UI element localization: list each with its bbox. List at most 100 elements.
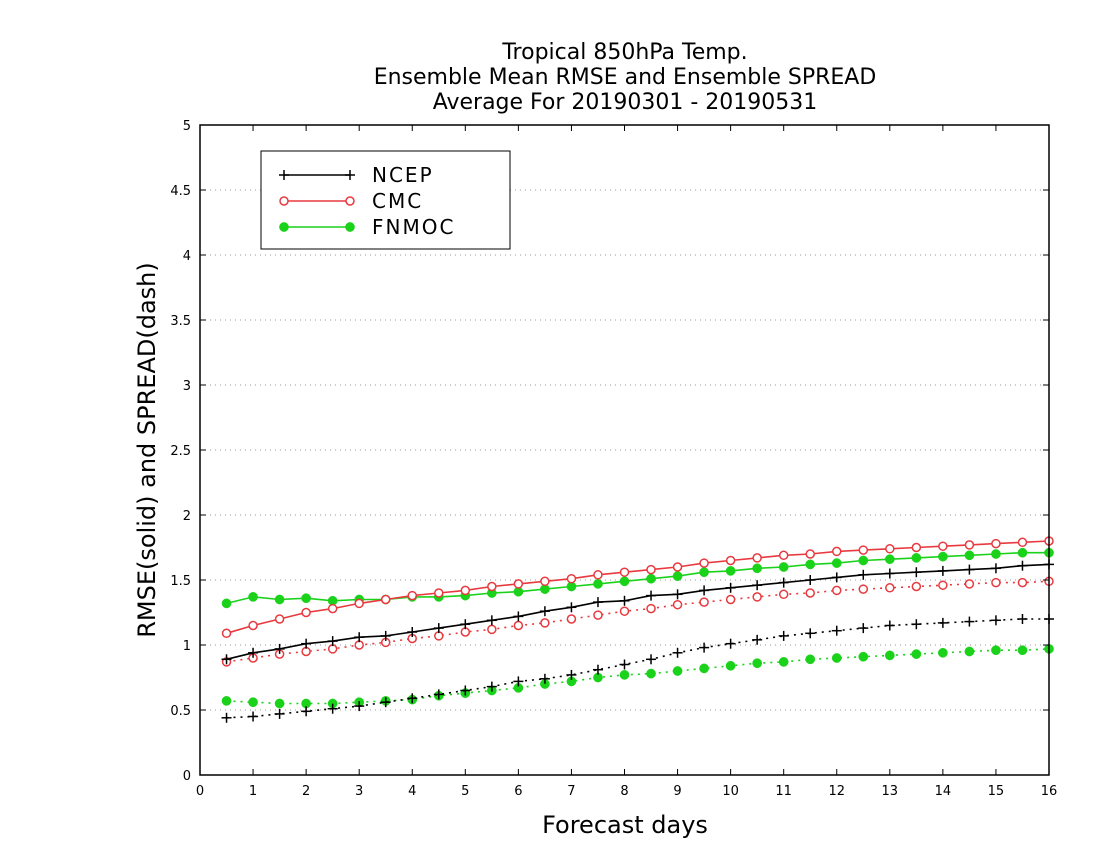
x-tick-label-5: 5 <box>461 784 469 799</box>
ncep-rmse-point-4 <box>327 636 338 647</box>
ncep-spread-point-0 <box>221 712 232 723</box>
cmc-rmse-point-5 <box>354 598 364 609</box>
x-axis-label: Forecast days <box>542 811 708 839</box>
y-tick-label-8: 4 <box>183 249 191 264</box>
ncep-rmse-point-23 <box>831 572 842 583</box>
y-axis-label: RMSE(solid) and SPREAD(dash) <box>133 262 161 638</box>
fnmoc-spread-point-28 <box>964 646 975 657</box>
ncep-rmse-point-19 <box>725 582 736 593</box>
fnmoc-rmse-point-19 <box>725 566 736 576</box>
ncep-spread-point-30 <box>1017 614 1028 624</box>
fnmoc-spread-point-15 <box>619 670 630 680</box>
ncep-spread-point-11 <box>513 676 524 687</box>
fnmoc-spread-point-20 <box>752 658 763 669</box>
axis-ticks: 0 1 2 3 4 5 6 7 8 9 10 11 12 13 14 15 1600.511.522.533.5… <box>170 119 1057 799</box>
cmc-rmse-point-2 <box>274 614 285 624</box>
y-tick-label-3: 1.5 <box>170 574 191 589</box>
cmc-rmse-point-13 <box>566 573 577 584</box>
ncep-spread-point-16 <box>646 654 657 665</box>
ncep-rmse-point-15 <box>619 595 630 606</box>
ncep-rmse-point-1 <box>248 647 259 658</box>
ncep-spread-point-26 <box>911 619 922 630</box>
cmc-rmse-series <box>221 536 1054 639</box>
ncep-rmse-point-25 <box>884 568 895 579</box>
fnmoc-rmse-point-25 <box>884 554 895 565</box>
fnmoc-rmse-point-17 <box>672 571 683 581</box>
ncep-spread-point-15 <box>619 659 630 670</box>
x-tick-label-1: 1 <box>249 784 257 799</box>
y-tick-label-9: 4.5 <box>170 184 191 199</box>
ncep-rmse-point-21 <box>778 577 789 588</box>
fnmoc-spread-point-26 <box>911 649 922 659</box>
fnmoc-spread-point-21 <box>778 657 789 667</box>
x-tick-label-10: 10 <box>722 784 739 799</box>
x-tick-label-15: 15 <box>988 784 1005 799</box>
cmc-rmse-point-9 <box>460 585 471 596</box>
x-tick-label-0: 0 <box>196 784 204 799</box>
series-layer <box>221 536 1054 723</box>
fnmoc-spread-point-24 <box>858 651 869 662</box>
legend-marker-left-cmc <box>279 196 289 206</box>
ncep-spread-point-23 <box>831 625 842 636</box>
ncep-spread-point-2 <box>274 708 285 719</box>
cmc-spread-point-15 <box>619 606 630 616</box>
x-tick-label-3: 3 <box>355 784 363 799</box>
cmc-spread-point-8 <box>434 631 444 641</box>
ncep-spread-line <box>226 618 1049 719</box>
ncep-spread-point-19 <box>725 638 736 649</box>
fnmoc-spread-point-27 <box>938 647 948 658</box>
ncep-spread-point-13 <box>566 669 577 680</box>
fnmoc-spread-line <box>226 648 1050 705</box>
x-tick-label-16: 16 <box>1041 784 1058 799</box>
x-tick-label-14: 14 <box>935 784 952 799</box>
fnmoc-rmse-point-27 <box>938 551 948 562</box>
cmc-rmse-point-30 <box>1017 537 1028 548</box>
ncep-spread-point-22 <box>805 628 816 639</box>
cmc-rmse-point-8 <box>434 588 444 598</box>
cmc-rmse-point-12 <box>540 576 550 587</box>
cmc-rmse-point-3 <box>301 607 311 618</box>
cmc-rmse-point-15 <box>619 567 630 577</box>
ncep-spread-point-12 <box>539 673 550 684</box>
ncep-spread-point-29 <box>990 615 1001 626</box>
ncep-rmse-point-12 <box>539 606 550 617</box>
cmc-spread-point-22 <box>805 588 815 598</box>
fnmoc-spread-point-16 <box>646 668 656 679</box>
cmc-rmse-point-10 <box>487 581 497 592</box>
x-tick-label-2: 2 <box>302 784 310 799</box>
cmc-rmse-point-21 <box>778 550 789 561</box>
fnmoc-spread-series <box>221 644 1054 709</box>
x-tick-label-11: 11 <box>775 784 792 799</box>
ncep-spread-point-27 <box>937 617 948 628</box>
fnmoc-rmse-point-26 <box>911 553 922 563</box>
fnmoc-rmse-point-14 <box>593 579 603 589</box>
legend-marker-left-ncep <box>279 170 289 180</box>
ncep-spread-point-17 <box>672 647 683 658</box>
ncep-spread-series <box>221 614 1054 723</box>
legend-label-cmc: CMC <box>372 189 423 213</box>
cmc-rmse-point-17 <box>672 562 683 572</box>
ncep-spread-point-21 <box>778 630 789 641</box>
ncep-spread-point-6 <box>380 697 391 708</box>
cmc-rmse-point-27 <box>938 541 948 551</box>
y-tick-label-7: 3.5 <box>170 314 191 329</box>
cmc-spread-point-30 <box>1017 577 1028 588</box>
cmc-spread-point-28 <box>964 579 975 589</box>
fnmoc-rmse-series <box>221 547 1054 609</box>
ncep-rmse-point-14 <box>592 597 603 608</box>
ncep-rmse-point-17 <box>672 589 683 600</box>
fnmoc-rmse-point-0 <box>221 598 232 609</box>
fnmoc-rmse-point-3 <box>301 593 311 604</box>
cmc-rmse-point-23 <box>832 546 842 557</box>
x-tick-label-9: 9 <box>673 784 681 799</box>
fnmoc-rmse-point-15 <box>619 576 630 587</box>
x-tick-label-8: 8 <box>620 784 628 799</box>
cmc-rmse-point-26 <box>911 542 922 553</box>
y-tick-label-5: 2.5 <box>170 444 191 459</box>
cmc-spread-point-10 <box>487 624 497 635</box>
ncep-rmse-point-26 <box>911 567 922 578</box>
ncep-rmse-point-6 <box>380 630 391 641</box>
fnmoc-rmse-point-23 <box>831 558 842 568</box>
fnmoc-spread-point-22 <box>805 654 816 665</box>
